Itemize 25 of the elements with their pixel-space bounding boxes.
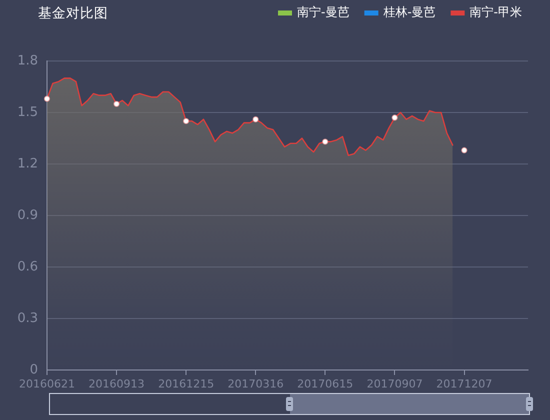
x-tick-label: 20170316 (228, 377, 284, 390)
x-tick-label: 20170615 (297, 377, 354, 390)
y-tick-label: 1.8 (17, 53, 38, 68)
y-tick-label: 1.2 (17, 156, 38, 172)
legend-label: 南宁-甲米 (470, 5, 522, 20)
x-tick-label: 20160621 (19, 377, 75, 390)
point (113, 100, 120, 108)
x-tick-label: 20160913 (88, 377, 145, 390)
y-tick-label: 1.5 (17, 104, 38, 120)
y-tick-label: 0.9 (17, 208, 38, 223)
point (252, 116, 259, 122)
x-tick-label: 20170907 (366, 377, 423, 390)
point (182, 118, 190, 124)
x-tick-label: 20161215 (158, 377, 214, 390)
point (44, 96, 50, 102)
chart-title: 基金对比图 (38, 6, 108, 22)
x-tick-label: 20171207 (436, 377, 492, 390)
y-tick-label: 0 (30, 362, 38, 378)
point (461, 147, 468, 154)
legend-label: 桂林-曼芭 (382, 5, 436, 20)
y-tick-label: 0.6 (17, 259, 38, 274)
legend-label: 南宁-曼芭 (297, 5, 350, 20)
y-tick-label: 0.3 (17, 310, 38, 326)
point (322, 138, 328, 145)
point (392, 114, 398, 121)
